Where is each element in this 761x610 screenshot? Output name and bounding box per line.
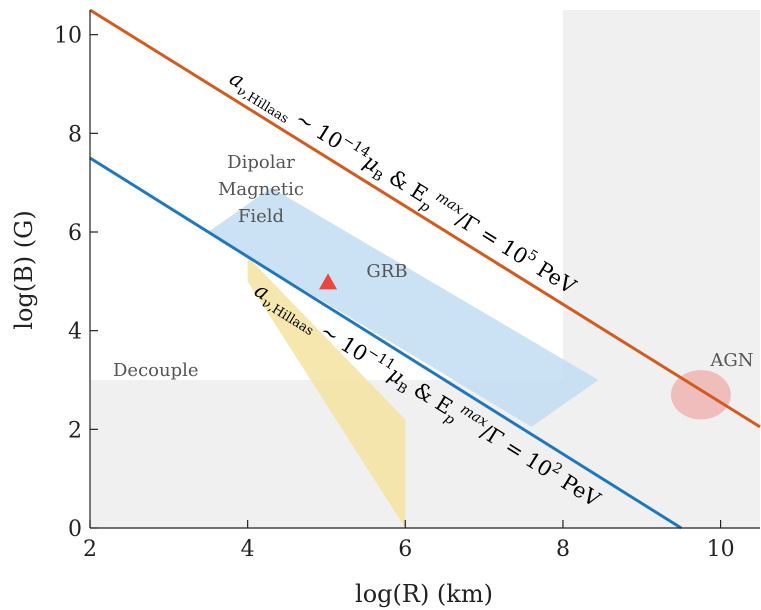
decouple-region-right xyxy=(562,10,760,528)
dipolar-label-line-1: Dipolar xyxy=(227,152,295,173)
series-line-lower xyxy=(89,156,682,530)
y-tick-label-6: 6 xyxy=(68,221,82,246)
y-tick-label-4: 4 xyxy=(68,320,82,345)
x-tick-label-2: 2 xyxy=(83,537,97,562)
dipolar-region xyxy=(247,123,406,528)
y-tick-label-10: 10 xyxy=(54,24,82,49)
x-tick-label-10: 10 xyxy=(707,537,735,562)
x-tick-label-6: 6 xyxy=(398,537,412,562)
y-tick-label-8: 8 xyxy=(68,122,82,147)
regions-layer xyxy=(90,10,760,528)
y-axis-label: log(B) (G) xyxy=(10,210,38,329)
agn-label: AGN xyxy=(709,350,753,371)
y-tick-label-0: 0 xyxy=(68,517,82,542)
grb-marker-triangle xyxy=(319,273,338,290)
lines-layer xyxy=(89,8,761,530)
decouple-label: Decouple xyxy=(113,360,199,381)
dipolar-label-line-3: Field xyxy=(238,206,284,227)
grb-label: GRB xyxy=(366,261,407,282)
x-tick-label-4: 4 xyxy=(241,537,255,562)
series-line-upper xyxy=(89,8,761,429)
x-axis-label: log(R) (km) xyxy=(355,580,493,608)
grb-region xyxy=(208,187,599,427)
dipolar-label-line-2: Magnetic xyxy=(218,179,304,200)
x-tick-label-8: 8 xyxy=(556,537,570,562)
y-tick-label-2: 2 xyxy=(68,418,82,443)
